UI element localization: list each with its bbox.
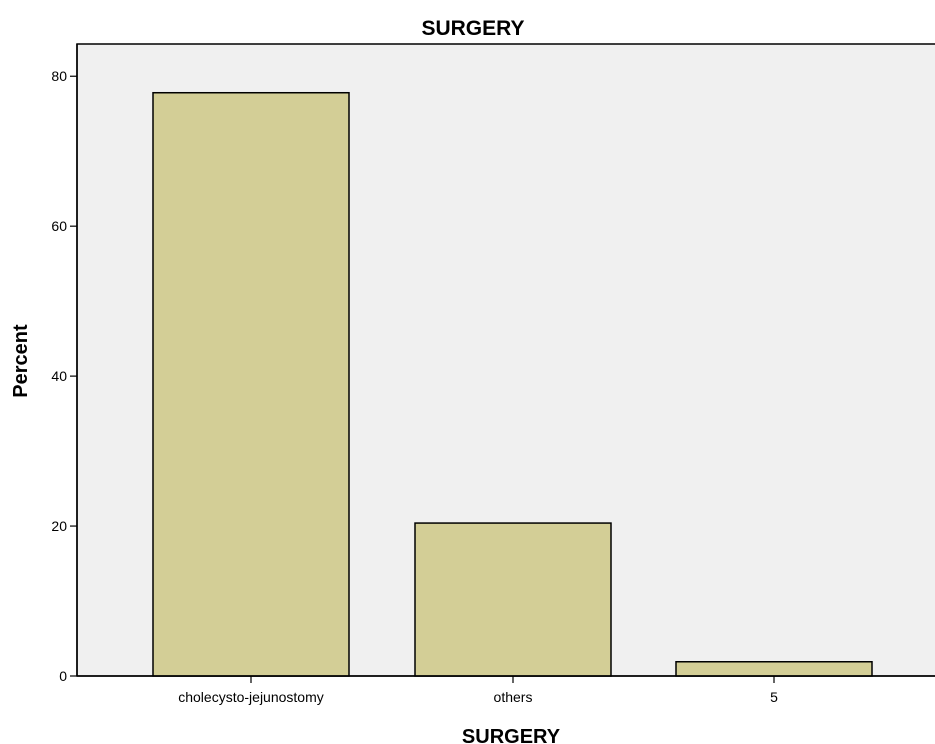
bar-2: [414, 522, 612, 677]
y-axis-ticks: 0 20 40 60 80: [51, 68, 77, 684]
y-tick-label-60: 60: [51, 218, 67, 234]
bar-1: [152, 91, 350, 677]
x-axis-title: SURGERY: [462, 726, 561, 744]
y-axis-title: Percent: [10, 324, 32, 398]
y-tick-label-80: 80: [51, 68, 67, 84]
x-category-label-2: others: [494, 689, 533, 705]
x-category-label-1: cholecysto-jejunostomy: [178, 689, 324, 705]
y-tick-label-0: 0: [59, 668, 67, 684]
chart-title: SURGERY: [421, 17, 524, 40]
bar-3: [675, 661, 873, 677]
x-category-label-3: 5: [770, 689, 778, 705]
y-tick-label-40: 40: [51, 368, 67, 384]
y-tick-label-20: 20: [51, 518, 67, 534]
x-axis-categories: cholecysto-jejunostomy others 5: [178, 676, 778, 705]
